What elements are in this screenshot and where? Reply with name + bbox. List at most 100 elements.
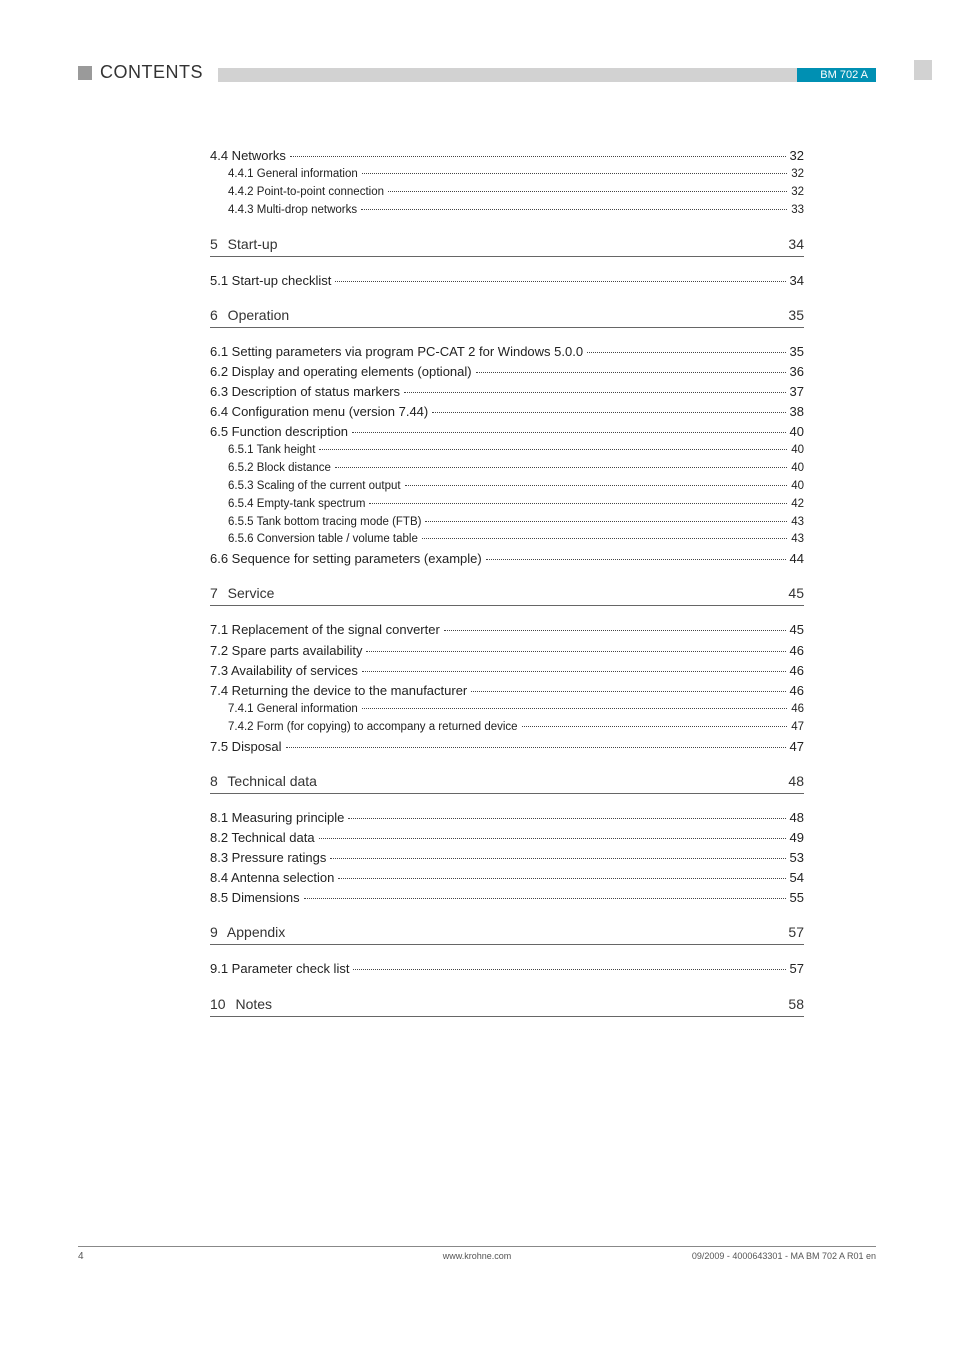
toc-entry-page: 43 [791,514,804,532]
toc-entry: 6.4 Configuration menu (version 7.44) 38 [210,402,804,422]
toc-entry-label: 9.1 Parameter check list [210,959,349,979]
toc-leader [319,449,787,450]
toc-entry-label: 7.1 Replacement of the signal converter [210,620,440,640]
toc-entry: 8.3 Pressure ratings 53 [210,848,804,868]
toc-content: 4.4 Networks324.4.1 General information3… [210,146,804,1031]
toc-entry-label: 5.1 Start-up checklist [210,271,331,291]
footer-right-text: 09/2009 - 4000643301 - MA BM 702 A R01 e… [692,1251,876,1261]
toc-chapter-row: 6 Operation35 [210,307,804,328]
toc-entry: 8.1 Measuring principle 48 [210,808,804,828]
toc-entry-page: 42 [791,496,804,514]
toc-entry-label: 8.1 Measuring principle [210,808,344,828]
toc-leader [362,173,787,174]
toc-entry-page: 40 [791,442,804,460]
toc-entry-label: 6.5.1 Tank height [228,442,315,460]
toc-leader [432,412,785,413]
toc-entry: 6.5.6 Conversion table / volume table43 [210,531,804,549]
toc-entry: 4.4 Networks32 [210,146,804,166]
toc-entry: 6.5.2 Block distance40 [210,460,804,478]
toc-leader [404,392,786,393]
toc-entry-label: 6.5 Function description [210,422,348,442]
toc-chapter-row: 10 Notes58 [210,996,804,1017]
toc-chapter-row: 7 Service45 [210,585,804,606]
toc-leader [444,630,786,631]
toc-chapter-row: 5 Start-up34 [210,236,804,257]
toc-leader [369,503,787,504]
toc-entry-label: 6.5.2 Block distance [228,460,331,478]
toc-entry-page: 55 [790,888,804,908]
toc-entry: 6.5.4 Empty-tank spectrum42 [210,496,804,514]
toc-entry-page: 46 [790,681,804,701]
toc-entry-page: 44 [790,549,804,569]
toc-entry-page: 48 [790,808,804,828]
toc-entry: 7.4.2 Form (for copying) to accompany a … [210,719,804,737]
toc-entry-page: 32 [791,184,804,202]
toc-entry-page: 37 [790,382,804,402]
footer-page-number: 4 [78,1251,84,1262]
toc-leader [330,858,785,859]
toc-entry-label: 8.4 Antenna selection [210,868,334,888]
header-doc-code: BM 702 A [820,68,868,82]
toc-leader [286,747,786,748]
toc-entry-page: 40 [791,478,804,496]
toc-chapter-title: 6 Operation [210,307,289,323]
toc-entry-label: 7.2 Spare parts availability [210,641,362,661]
toc-chapter-title: 8 Technical data [210,773,317,789]
toc-entry: 6.5 Function description40 [210,422,804,442]
toc-entry: 4.4.2 Point-to-point connection 32 [210,184,804,202]
toc-entry-page: 32 [791,166,804,184]
toc-entry-label: 6.3 Description of status markers [210,382,400,402]
toc-entry-label: 6.4 Configuration menu (version 7.44) [210,402,428,422]
toc-leader [348,818,785,819]
toc-leader [338,878,785,879]
toc-entry-page: 46 [790,661,804,681]
toc-chapter-page: 57 [788,924,804,940]
toc-entry-label: 6.5.5 Tank bottom tracing mode (FTB) [228,514,421,532]
toc-entry: 8.5 Dimensions 55 [210,888,804,908]
toc-entry: 8.4 Antenna selection54 [210,868,804,888]
toc-entry-label: 8.5 Dimensions [210,888,300,908]
toc-entry: 7.4 Returning the device to the manufact… [210,681,804,701]
toc-entry: 7.1 Replacement of the signal converter4… [210,620,804,640]
toc-entry: 5.1 Start-up checklist34 [210,271,804,291]
toc-entry-page: 53 [790,848,804,868]
toc-leader [476,372,786,373]
toc-entry-label: 8.3 Pressure ratings [210,848,326,868]
toc-entry: 6.3 Description of status markers 37 [210,382,804,402]
toc-chapter-title: 7 Service [210,585,274,601]
toc-entry-page: 49 [790,828,804,848]
toc-chapter-page: 48 [788,773,804,789]
toc-leader [405,485,788,486]
toc-entry-page: 57 [790,959,804,979]
toc-entry-page: 33 [791,202,804,220]
toc-entry-page: 36 [790,362,804,382]
toc-leader [486,559,786,560]
toc-entry: 6.5.1 Tank height 40 [210,442,804,460]
toc-entry-page: 43 [791,531,804,549]
side-tab-marker [914,60,932,80]
toc-entry-page: 46 [790,641,804,661]
toc-entry: 9.1 Parameter check list 57 [210,959,804,979]
toc-leader [304,898,786,899]
toc-leader [361,209,787,210]
toc-leader [290,156,786,157]
toc-chapter-title: 10 Notes [210,996,272,1012]
toc-entry-page: 32 [790,146,804,166]
toc-chapter-page: 34 [788,236,804,252]
header-section-title: CONTENTS [100,62,203,83]
toc-entry-label: 7.3 Availability of services [210,661,358,681]
toc-entry: 4.4.1 General information32 [210,166,804,184]
toc-entry-label: 4.4.3 Multi-drop networks [228,202,357,220]
toc-entry: 7.4.1 General information46 [210,701,804,719]
toc-leader [319,838,786,839]
toc-leader [522,726,788,727]
toc-entry-label: 4.4.2 Point-to-point connection [228,184,384,202]
toc-entry-label: 6.2 Display and operating elements (opti… [210,362,472,382]
toc-entry: 6.6 Sequence for setting parameters (exa… [210,549,804,569]
header-strip [218,68,876,82]
toc-leader [425,521,787,522]
toc-entry: 4.4.3 Multi-drop networks 33 [210,202,804,220]
toc-entry-label: 7.4 Returning the device to the manufact… [210,681,467,701]
toc-entry-label: 7.4.2 Form (for copying) to accompany a … [228,719,518,737]
toc-entry-page: 38 [790,402,804,422]
